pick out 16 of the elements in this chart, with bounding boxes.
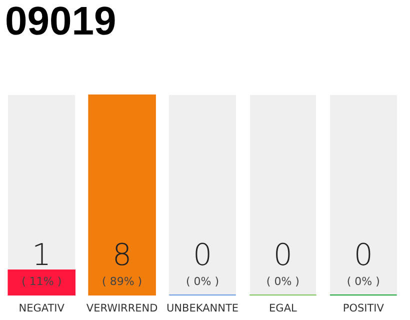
chart-title: 09019 bbox=[5, 0, 116, 44]
data-label: 8 bbox=[112, 238, 132, 273]
annotation: ( 0% ) bbox=[186, 275, 220, 288]
annotation: ( 89% ) bbox=[102, 275, 142, 288]
data-label: 1 bbox=[32, 238, 52, 273]
data-label: 0 bbox=[354, 238, 373, 273]
x-tick-label: EGAL bbox=[269, 302, 297, 314]
annotation: ( 11% ) bbox=[22, 275, 62, 288]
x-tick-label: UNBEKANNTE bbox=[166, 302, 239, 314]
data-label: 0 bbox=[192, 238, 212, 273]
annotation: ( 0% ) bbox=[346, 275, 380, 288]
annotation: ( 0% ) bbox=[266, 275, 300, 288]
data-label: 0 bbox=[273, 238, 292, 273]
x-tick-label: NEGATIV bbox=[18, 302, 66, 314]
x-tick-label: VERWIRREND bbox=[86, 302, 158, 314]
x-tick-label: POSITIV bbox=[342, 302, 385, 314]
